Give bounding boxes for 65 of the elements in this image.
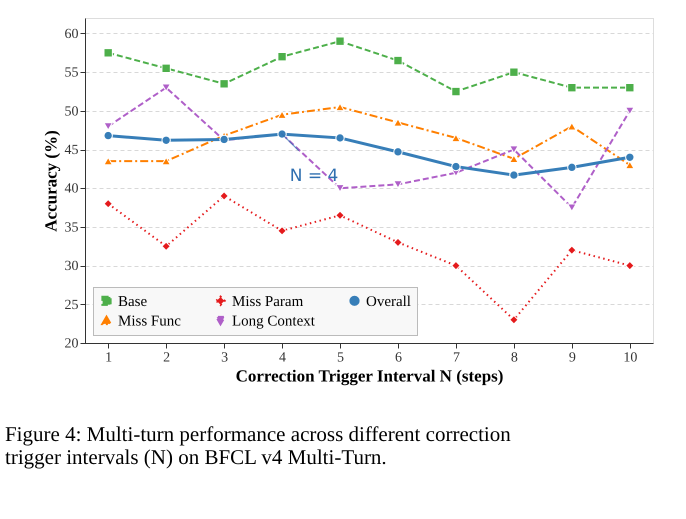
- x-tick-label: 4: [279, 350, 286, 366]
- legend-label: Miss Func: [118, 314, 182, 330]
- point: [451, 162, 461, 172]
- point: [567, 82, 577, 92]
- point: [104, 199, 113, 208]
- point: [509, 170, 519, 180]
- point: [567, 162, 577, 172]
- point: [625, 152, 634, 162]
- point: [509, 145, 519, 154]
- x-axis-title: Correction Trigger Interval N (steps): [236, 366, 504, 386]
- point: [161, 64, 171, 73]
- annotation: N = 4: [290, 166, 338, 186]
- point: [335, 184, 345, 192]
- point: [451, 86, 461, 96]
- point: [161, 242, 171, 251]
- point: [219, 79, 229, 88]
- y-tick-label: 55: [64, 66, 78, 81]
- y-tick-label: 30: [64, 259, 78, 274]
- legend-label: Base: [118, 294, 148, 310]
- x-tick-label: 6: [394, 350, 402, 366]
- point: [161, 136, 171, 145]
- point: [625, 260, 634, 270]
- x-tick-label: 3: [221, 350, 228, 366]
- point: [161, 84, 171, 92]
- legend-label: Miss Param: [232, 294, 304, 310]
- y-tick-label: 45: [64, 143, 78, 158]
- point: [335, 133, 345, 143]
- point: [625, 82, 634, 92]
- point: [567, 203, 577, 212]
- legend-label: Long Context: [232, 314, 316, 330]
- x-tick-label: 8: [510, 350, 518, 366]
- point: [509, 315, 519, 324]
- x-tick-label: 5: [337, 350, 344, 366]
- x-tick-label: 10: [623, 350, 638, 366]
- point: [567, 245, 577, 255]
- point: [393, 147, 403, 157]
- point: [393, 238, 403, 248]
- x-tick-label: 9: [568, 350, 576, 366]
- point: [335, 210, 345, 220]
- caption: Figure 4: Multi-turn performance across different correction trigger intervals (N) on BFCL v4 Multi-Turn.: [5, 422, 512, 469]
- point: [567, 122, 577, 130]
- y-tick-label: 40: [64, 182, 78, 197]
- point: [104, 48, 113, 58]
- y-axis-title: Accuracy (%): [42, 130, 60, 232]
- point: [451, 260, 461, 270]
- y-tick-label: 60: [64, 26, 78, 42]
- y-tick-label: 25: [64, 298, 78, 313]
- point: [277, 52, 287, 62]
- x-tick-label: 7: [452, 350, 460, 366]
- legend-label: Overall: [366, 294, 411, 310]
- point: [277, 110, 287, 119]
- point: [509, 154, 519, 163]
- point: [393, 56, 403, 66]
- point: [104, 130, 113, 140]
- point: [509, 67, 519, 77]
- y-tick-label: 35: [64, 220, 78, 236]
- y-tick-label: 50: [64, 104, 78, 120]
- point: [219, 191, 229, 201]
- point: [277, 226, 287, 236]
- x-tick-label: 2: [163, 350, 170, 366]
- point: [335, 36, 345, 46]
- x-tick-label: 1: [105, 350, 112, 366]
- point: [393, 180, 403, 188]
- point: [161, 157, 171, 166]
- y-tick-label: 20: [64, 336, 78, 352]
